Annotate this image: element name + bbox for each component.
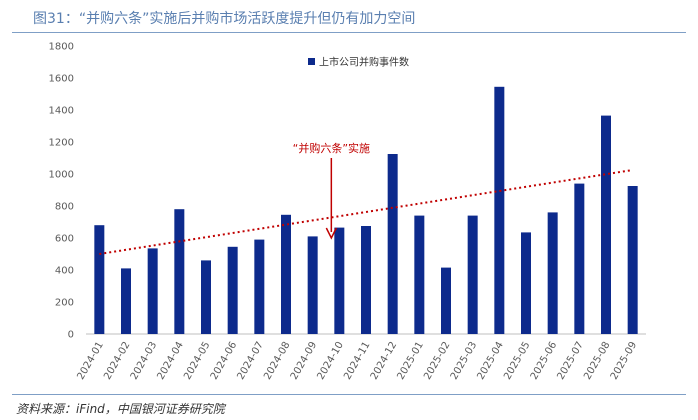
bar [627,186,638,334]
bar [121,268,131,334]
y-tick-label: 1800 [49,42,74,53]
x-tick-label: 2024-05 [182,340,212,382]
x-tick-label: 2024-08 [262,340,292,382]
x-tick-label: 2024-04 [156,340,186,382]
x-axis: 2024-012024-022024-032024-042024-052024-… [76,340,640,382]
x-tick-label: 2024-10 [316,340,346,382]
bar [574,183,585,334]
x-tick-label: 2024-01 [76,340,106,382]
bar [387,154,398,334]
bar [361,226,371,334]
bar [307,236,318,334]
y-tick-label: 600 [55,234,74,245]
bar [201,260,211,334]
y-tick-label: 1000 [49,170,74,181]
annotation-arrow-head [325,227,338,240]
y-tick-label: 400 [55,266,74,277]
title-rule [12,32,686,33]
source-rule [12,394,686,395]
annotation-label: “并购六条”实施 [293,141,370,155]
legend-swatch [308,58,315,65]
y-tick-label: 1600 [49,74,74,85]
bar [281,214,291,334]
y-tick-label: 200 [55,298,74,309]
y-tick-label: 0 [68,330,74,341]
source-note: 资料来源：iFind，中国银河证券研究院 [16,402,225,416]
x-tick-label: 2025-06 [529,340,559,382]
x-tick-label: 2025-07 [556,340,586,382]
bar [441,267,451,334]
bar [494,86,505,334]
annotation: “并购六条”实施 [293,141,370,240]
x-tick-label: 2024-03 [129,340,159,382]
y-tick-label: 1200 [49,138,74,149]
x-tick-label: 2025-02 [422,340,452,382]
bar [467,215,478,334]
bar [254,239,265,334]
bar [94,225,105,334]
x-tick-label: 2025-09 [609,340,639,382]
legend-label: 上市公司并购事件数 [319,56,409,69]
x-tick-label: 2024-07 [236,340,266,382]
figure-title: 图31：“并购六条”实施后并购市场活跃度提升但仍有加力空间 [33,11,416,27]
y-tick-label: 800 [55,202,74,213]
x-tick-label: 2024-11 [342,340,372,382]
bar [547,212,558,334]
x-tick-label: 2025-01 [396,340,426,382]
x-tick-label: 2024-09 [289,340,319,382]
bar [601,115,611,334]
legend: 上市公司并购事件数 [308,56,409,69]
y-tick-label: 1400 [49,106,74,117]
x-tick-label: 2024-02 [102,340,132,382]
x-tick-label: 2025-08 [582,340,612,382]
x-tick-label: 2025-03 [449,340,479,382]
bar [521,232,531,334]
bar-chart: 0 200 400 600 800 1000 1200 1400 1600 1800 2024-0… [49,42,646,382]
bar [334,227,345,334]
bar [414,215,425,334]
x-tick-label: 2025-05 [502,340,532,382]
x-tick-label: 2024-12 [369,340,399,382]
x-tick-label: 2025-04 [476,340,506,382]
bar [227,246,238,334]
bar [174,209,185,334]
bar [147,248,158,334]
y-axis: 0 200 400 600 800 1000 1200 1400 1600 1800 [49,42,74,341]
x-tick-label: 2024-06 [209,340,239,382]
bars-group [94,86,638,334]
